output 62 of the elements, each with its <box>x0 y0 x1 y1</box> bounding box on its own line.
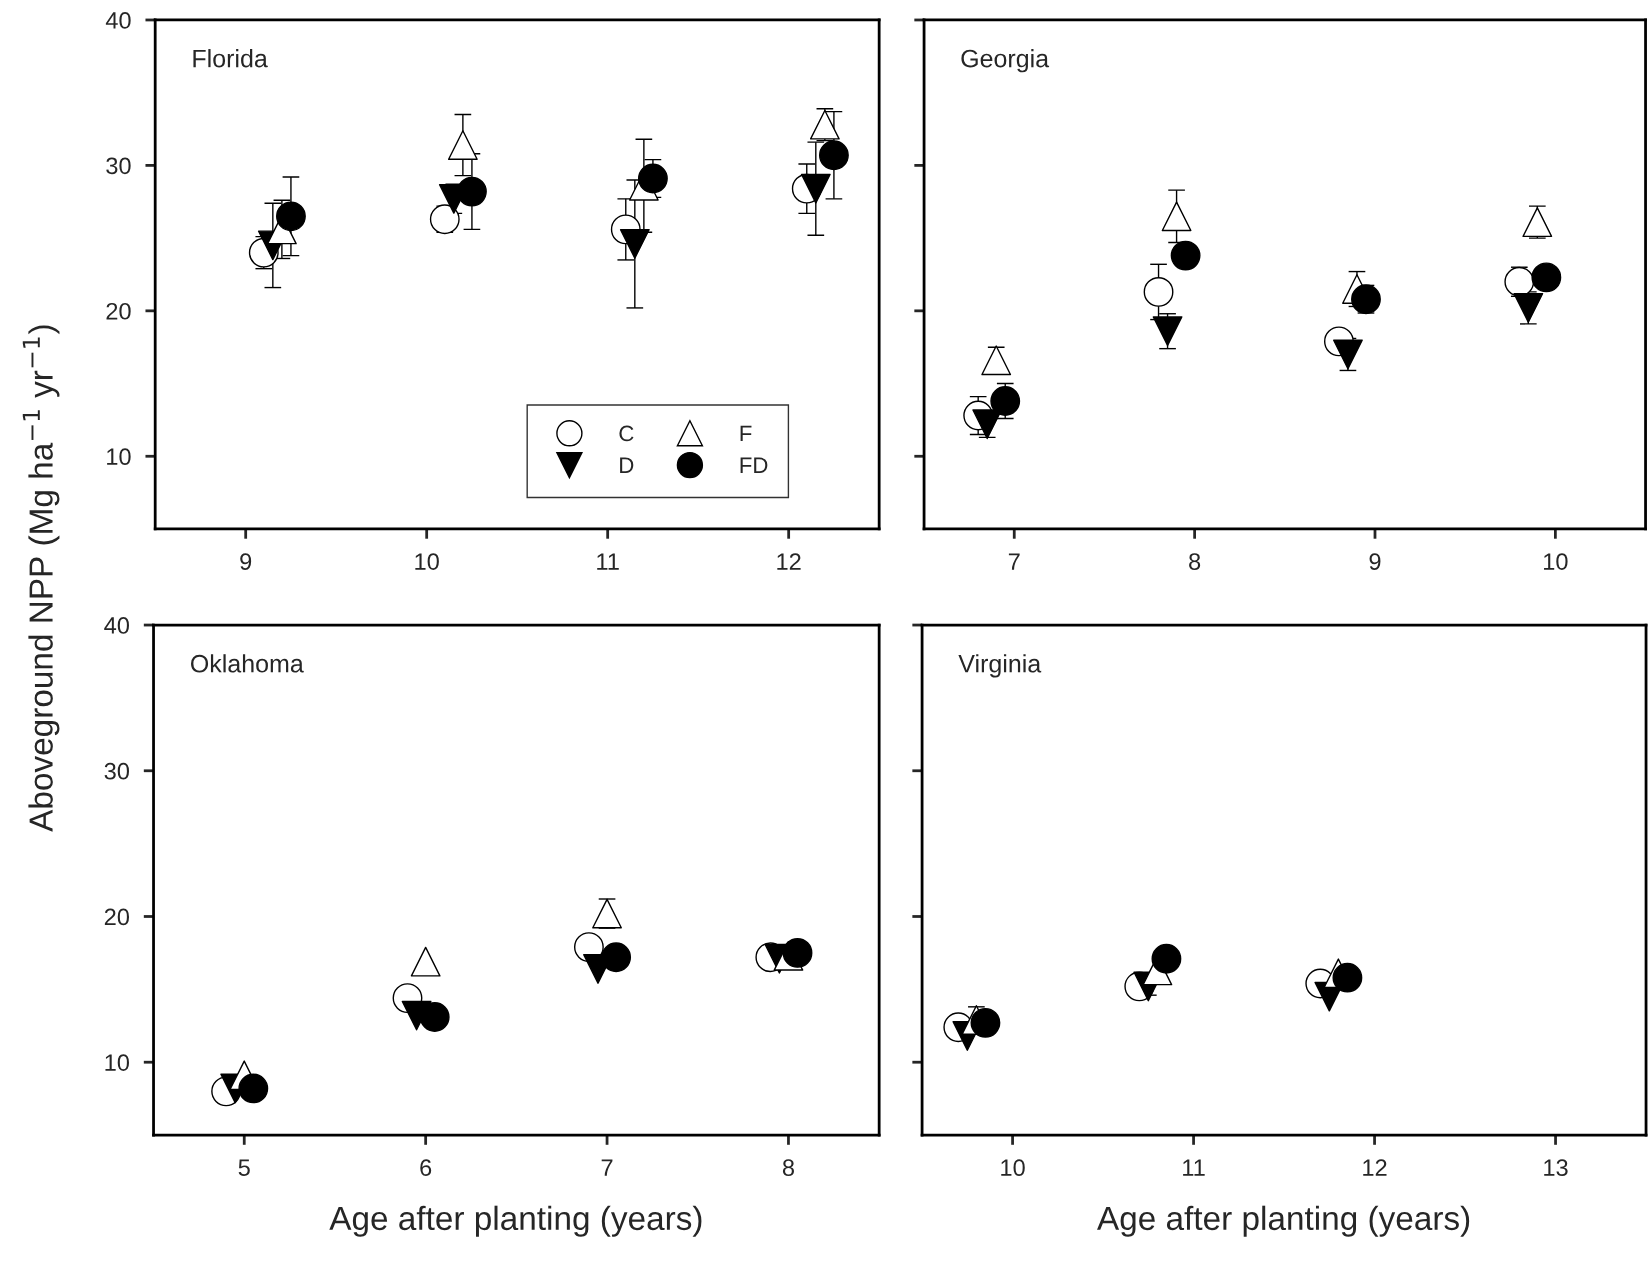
point <box>619 229 650 259</box>
point <box>990 386 1021 416</box>
point <box>238 1073 269 1104</box>
point <box>1143 277 1174 307</box>
text: Virginia <box>958 654 1042 678</box>
text: Oklahoma <box>191 654 304 673</box>
text: Georgia <box>961 49 1050 73</box>
legend-label: FD <box>740 457 768 473</box>
legend-label: C <box>619 425 634 442</box>
x-tick-label: 11 <box>597 553 619 570</box>
x-tick-label: 10 <box>415 553 439 570</box>
y-tick-label: 30 <box>104 762 130 780</box>
x-tick-label: 10 <box>1544 553 1568 570</box>
point <box>601 942 632 973</box>
x-tick-label: 12 <box>1363 1159 1387 1176</box>
x-tick-label: 8 <box>782 1159 794 1177</box>
point <box>782 937 813 968</box>
point <box>419 1002 450 1032</box>
y-tick-label: 40 <box>105 12 131 29</box>
point <box>1161 201 1192 232</box>
point <box>1522 207 1553 238</box>
point <box>981 345 1012 376</box>
point <box>1333 339 1363 370</box>
legend-label: D <box>620 457 634 473</box>
x-tick-label: 5 <box>238 1159 250 1177</box>
x-tick-label: 12 <box>777 553 801 570</box>
point <box>457 176 487 207</box>
point <box>447 130 478 160</box>
x-tick-label: 10 <box>1001 1159 1025 1177</box>
y-tick-label: 30 <box>106 157 131 175</box>
point <box>1170 240 1201 271</box>
point <box>970 1007 1001 1038</box>
text: Florida <box>193 49 268 68</box>
point <box>1151 943 1182 974</box>
x-tick-label: 11 <box>1183 1159 1205 1176</box>
y-tick-label: 40 <box>104 617 130 634</box>
y-tick-label: 20 <box>104 908 130 926</box>
x-tick-label: 8 <box>1189 553 1201 570</box>
point <box>800 173 831 204</box>
y-tick-label: 10 <box>107 448 131 466</box>
x-tick-label: 6 <box>420 1159 432 1177</box>
point <box>429 204 460 235</box>
x-tick-label: 13 <box>1544 1159 1568 1177</box>
point <box>1152 316 1183 347</box>
point <box>276 201 306 232</box>
x-tick-label: 7 <box>601 1159 613 1176</box>
y-axis-title: Aboveground NPP (Mg ha$^{−1}$ yr$^{−1}$) <box>22 325 60 832</box>
y-tick-label: 10 <box>105 1054 130 1071</box>
x-tick-label: 7 <box>1008 553 1020 570</box>
x-axis-title: Age after planting (years) <box>329 1205 702 1237</box>
point <box>410 946 441 977</box>
point <box>1513 292 1544 323</box>
legend-label: F <box>740 425 752 442</box>
point <box>1504 266 1535 297</box>
point <box>1332 962 1363 993</box>
point <box>592 898 622 929</box>
point <box>1531 262 1562 293</box>
point <box>637 163 668 194</box>
x-axis-title: Age after planting (years) <box>1097 1205 1470 1237</box>
x-tick-label: 9 <box>240 553 252 570</box>
x-tick-label: 9 <box>1369 553 1381 570</box>
y-tick-label: 20 <box>106 302 131 320</box>
